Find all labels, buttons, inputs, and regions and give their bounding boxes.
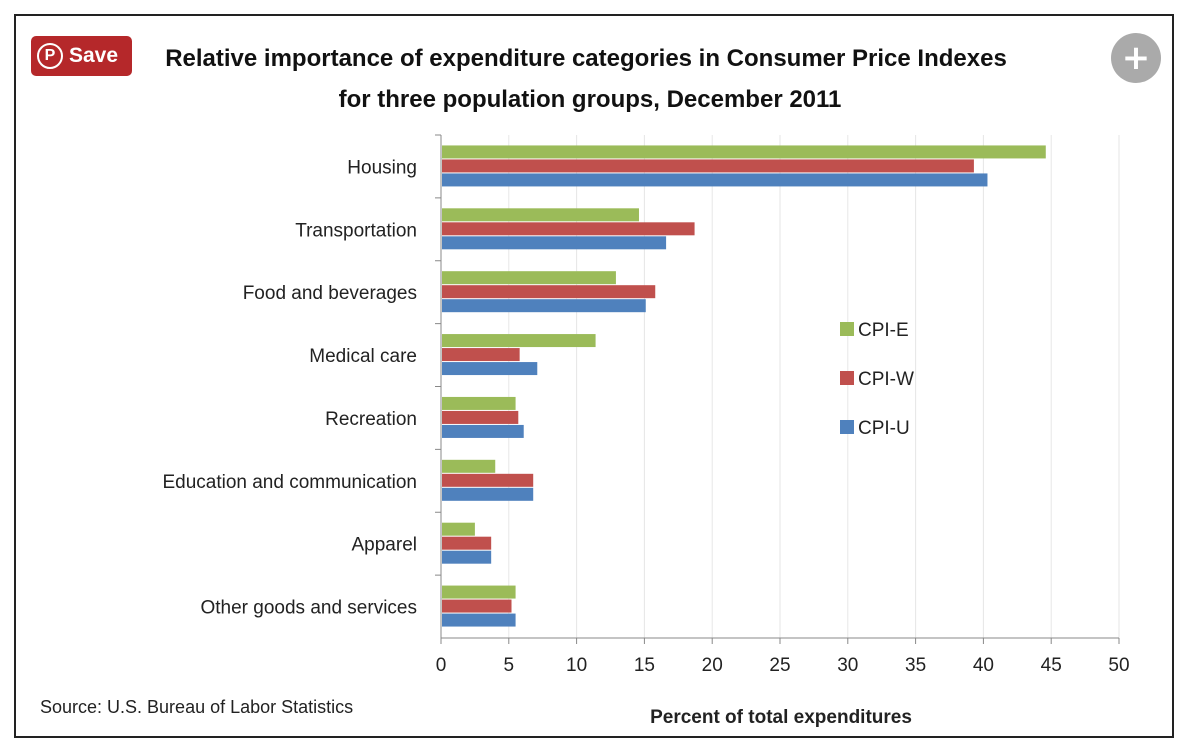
bar-cpi-e-housing	[442, 145, 1046, 159]
x-tick-label: 35	[905, 655, 926, 676]
bar-cpi-u-food-and-beverages	[442, 299, 646, 313]
legend-swatch-cpi-e	[840, 322, 854, 336]
source-note: Source: U.S. Bureau of Labor Statistics	[40, 697, 353, 717]
bar-cpi-e-education-and-communication	[442, 459, 496, 473]
category-label: Medical care	[309, 346, 417, 367]
bar-cpi-u-housing	[442, 173, 988, 187]
bar-cpi-w-food-and-beverages	[442, 285, 656, 299]
legend-swatch-cpi-u	[840, 420, 854, 434]
bar-cpi-e-apparel	[442, 522, 475, 536]
bar-cpi-u-recreation	[442, 424, 524, 438]
bar-cpi-u-transportation	[442, 236, 667, 250]
x-tick-label: 25	[769, 655, 790, 676]
legend-label: CPI-E	[858, 320, 909, 341]
bar-cpi-e-recreation	[442, 396, 516, 410]
x-tick-label: 10	[566, 655, 587, 676]
bar-cpi-w-other-goods-and-services	[442, 599, 512, 613]
x-axis-title: Percent of total expenditures	[650, 707, 912, 728]
legend-label: CPI-U	[858, 418, 910, 439]
x-tick-label: 40	[973, 655, 994, 676]
x-tick-label: 5	[504, 655, 515, 676]
x-tick-label: 15	[634, 655, 655, 676]
x-tick-label: 0	[436, 655, 447, 676]
x-tick-label: 20	[702, 655, 723, 676]
bar-cpi-w-recreation	[442, 410, 519, 424]
bar-cpi-w-apparel	[442, 536, 492, 550]
category-label: Education and communication	[162, 472, 417, 493]
category-label: Housing	[347, 157, 417, 178]
category-label: Transportation	[295, 220, 417, 241]
x-tick-label: 45	[1041, 655, 1062, 676]
bar-cpi-w-education-and-communication	[442, 473, 534, 487]
pinterest-save-button[interactable]: P Save	[31, 36, 132, 76]
bar-cpi-u-education-and-communication	[442, 487, 534, 501]
bar-cpi-u-apparel	[442, 550, 492, 564]
bar-cpi-w-housing	[442, 159, 974, 173]
category-label: Other goods and services	[200, 598, 417, 619]
bar-cpi-w-transportation	[442, 222, 695, 236]
category-label: Apparel	[352, 535, 418, 556]
chart-title-line1: Relative importance of expenditure categ…	[165, 45, 1007, 72]
plus-icon: +	[1121, 38, 1151, 78]
category-label: Food and beverages	[243, 283, 417, 304]
save-label: Save	[69, 44, 119, 67]
category-label: Recreation	[325, 409, 417, 430]
bar-cpi-u-medical-care	[442, 362, 538, 376]
legend-label: CPI-W	[858, 369, 914, 390]
bar-cpi-u-other-goods-and-services	[442, 613, 516, 627]
expand-button[interactable]: +	[1111, 33, 1161, 83]
legend-swatch-cpi-w	[840, 371, 854, 385]
bar-cpi-e-medical-care	[442, 334, 596, 348]
chart-frame	[14, 14, 1174, 738]
chart-title-line2: for three population groups, December 20…	[339, 86, 842, 113]
x-tick-label: 50	[1108, 655, 1129, 676]
x-tick-label: 30	[837, 655, 858, 676]
bar-cpi-e-transportation	[442, 208, 639, 222]
bar-cpi-e-other-goods-and-services	[442, 585, 516, 599]
bar-cpi-w-medical-care	[442, 348, 520, 362]
bar-cpi-e-food-and-beverages	[442, 271, 616, 285]
pinterest-icon: P	[37, 43, 63, 69]
